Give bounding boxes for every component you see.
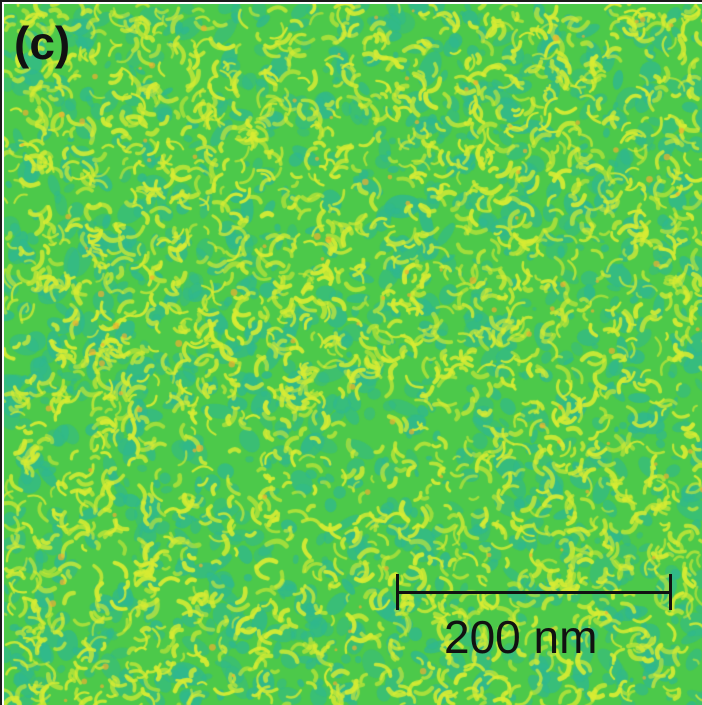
- scale-bar-label: 200 nm: [444, 611, 598, 663]
- panel-label: (c): [14, 17, 71, 69]
- scale-bar: [396, 574, 672, 612]
- scale-bar-right-tick: [669, 574, 672, 610]
- surface-texture-image: [4, 4, 702, 705]
- scale-bar-line: [396, 591, 672, 594]
